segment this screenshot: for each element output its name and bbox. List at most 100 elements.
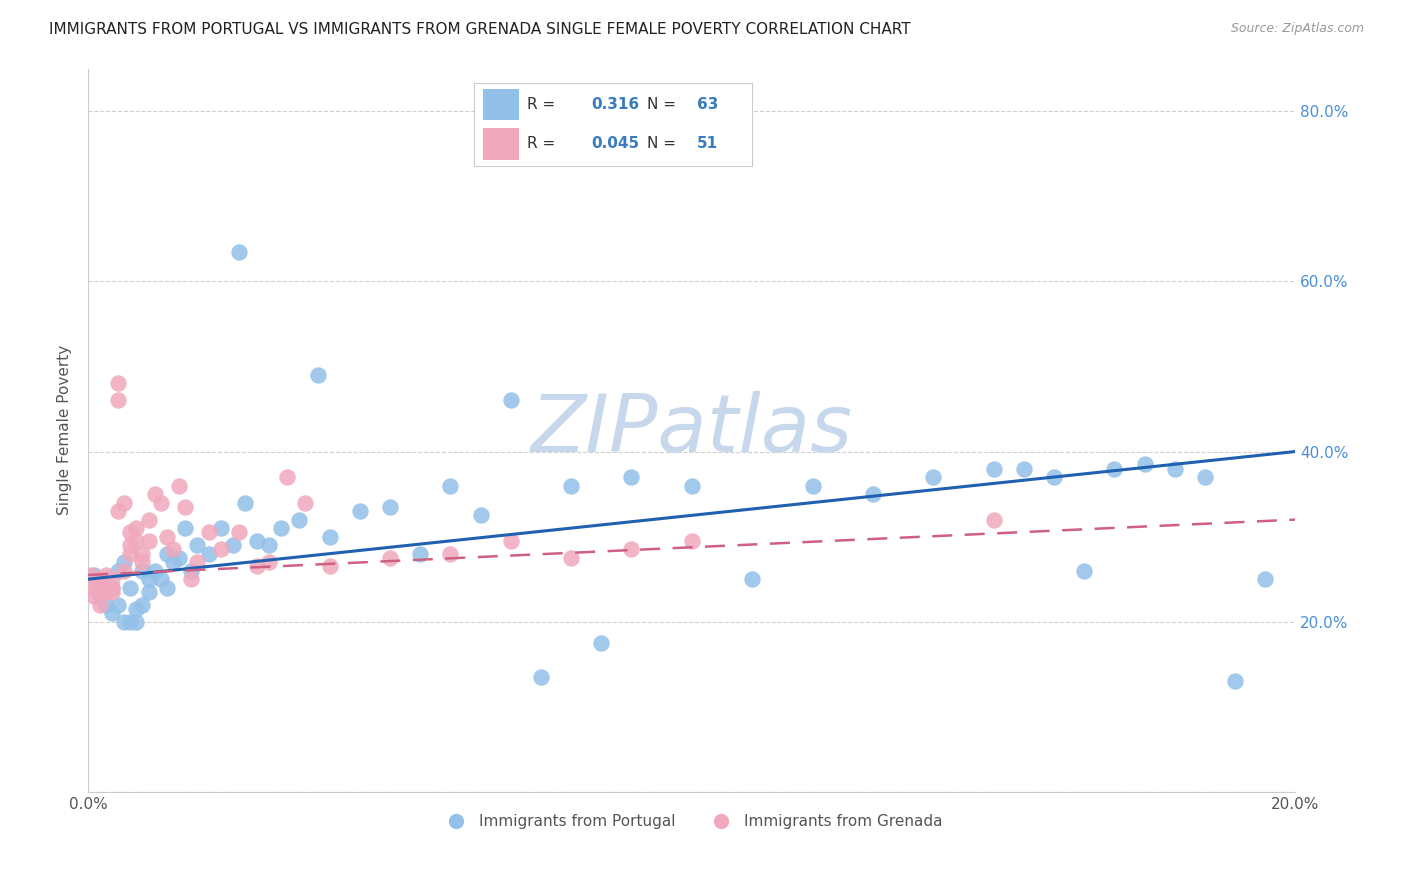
Point [983,461,1005,475]
Point [620,542,643,557]
Point [499,393,522,408]
Point [107,598,129,612]
Point [288,513,311,527]
Point [112,555,135,569]
Point [89,572,111,586]
Point [378,550,401,565]
Point [307,368,329,382]
Point [246,559,269,574]
Point [470,508,492,523]
Point [1223,674,1246,689]
Point [149,495,172,509]
Point [96,585,118,599]
Point [131,564,153,578]
Point [112,564,135,578]
Point [186,555,208,569]
Point [107,564,129,578]
Point [131,598,153,612]
Point [125,602,148,616]
Point [1104,461,1126,475]
Point [1254,572,1277,586]
Y-axis label: Single Female Poverty: Single Female Poverty [58,345,72,516]
Point [922,470,945,484]
Point [156,581,179,595]
Point [167,478,190,492]
Point [120,525,142,540]
Point [180,572,202,586]
Point [120,538,142,552]
Point [156,547,179,561]
Point [591,636,613,650]
Point [89,589,111,603]
Point [222,538,245,552]
Point [378,500,401,514]
Point [89,585,111,599]
Point [180,564,202,578]
Text: ZIPatlas: ZIPatlas [530,392,853,469]
Text: IMMIGRANTS FROM PORTUGAL VS IMMIGRANTS FROM GRENADA SINGLE FEMALE POVERTY CORREL: IMMIGRANTS FROM PORTUGAL VS IMMIGRANTS F… [49,22,911,37]
Point [257,555,280,569]
Point [1073,564,1095,578]
Point [228,525,250,540]
Point [96,572,118,586]
Point [228,244,250,259]
Point [167,550,190,565]
Point [1194,470,1216,484]
Point [80,568,103,582]
Point [107,504,129,518]
Point [560,550,582,565]
Point [125,615,148,629]
Point [138,513,160,527]
Point [209,542,232,557]
Point [96,568,118,582]
Point [138,572,160,586]
Point [209,521,232,535]
Point [439,547,461,561]
Point [120,581,142,595]
Point [138,533,160,548]
Point [409,547,432,561]
Text: Source: ZipAtlas.com: Source: ZipAtlas.com [1230,22,1364,36]
Point [862,487,884,501]
Point [101,585,124,599]
Point [1133,457,1156,471]
Point [1043,470,1066,484]
Point [620,470,643,484]
Point [1164,461,1187,475]
Point [318,559,340,574]
Point [186,538,208,552]
Point [83,568,105,582]
Point [173,500,195,514]
Point [499,533,522,548]
Point [198,547,221,561]
Point [143,564,166,578]
Point [983,513,1005,527]
Point [107,376,129,391]
Point [131,555,153,569]
Point [101,606,124,620]
Point [143,487,166,501]
Point [131,547,153,561]
Point [120,547,142,561]
Point [276,470,298,484]
Point [138,585,160,599]
Point [125,533,148,548]
Point [96,581,118,595]
Point [233,495,256,509]
Point [162,542,184,557]
Point [112,615,135,629]
Point [294,495,316,509]
Point [681,478,703,492]
Point [560,478,582,492]
Point [741,572,763,586]
Point [101,581,124,595]
Point [257,538,280,552]
Point [198,525,221,540]
Point [83,589,105,603]
Point [156,530,179,544]
Point [125,521,148,535]
Point [439,478,461,492]
Point [1012,461,1035,475]
Point [270,521,292,535]
Point [96,576,118,591]
